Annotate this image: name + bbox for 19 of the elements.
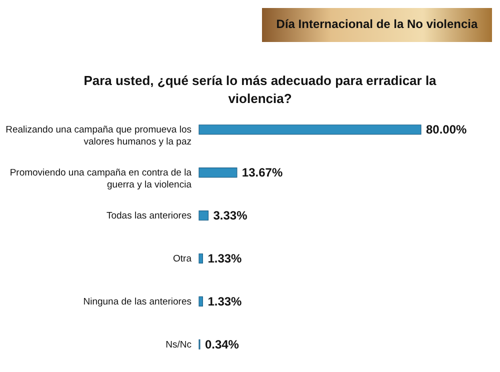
data-label: 1.33% [208,294,242,308]
bar [198,253,203,264]
y-tick-label: Ninguna de las anteriores [83,296,192,308]
chart-subtitle: Para usted, ¿qué sería lo más adecuado para erradicar la violencia? [82,72,438,108]
bar [198,168,238,178]
data-label: 1.33% [208,251,242,266]
y-tick-label: Promoviendo una campaña en contra de la guerra y la violencia [10,168,192,191]
data-label: 0.34% [204,337,240,352]
data-label: 13.67% [242,166,283,180]
y-tick-label: Ns/Nc [166,339,192,350]
y-tick-label: Todas las anteriores [106,210,192,222]
data-label: 80.00% [426,122,468,137]
bar [198,210,209,221]
data-label: 3.33% [213,208,248,223]
bar [198,124,422,135]
y-tick-label: Realizando una campaña que promueva los valores humanos y la paz [6,124,192,148]
chart-title: Día Internacional de la No violencia [262,8,492,42]
y-tick-label: Otra [173,253,192,264]
bar [198,296,203,306]
